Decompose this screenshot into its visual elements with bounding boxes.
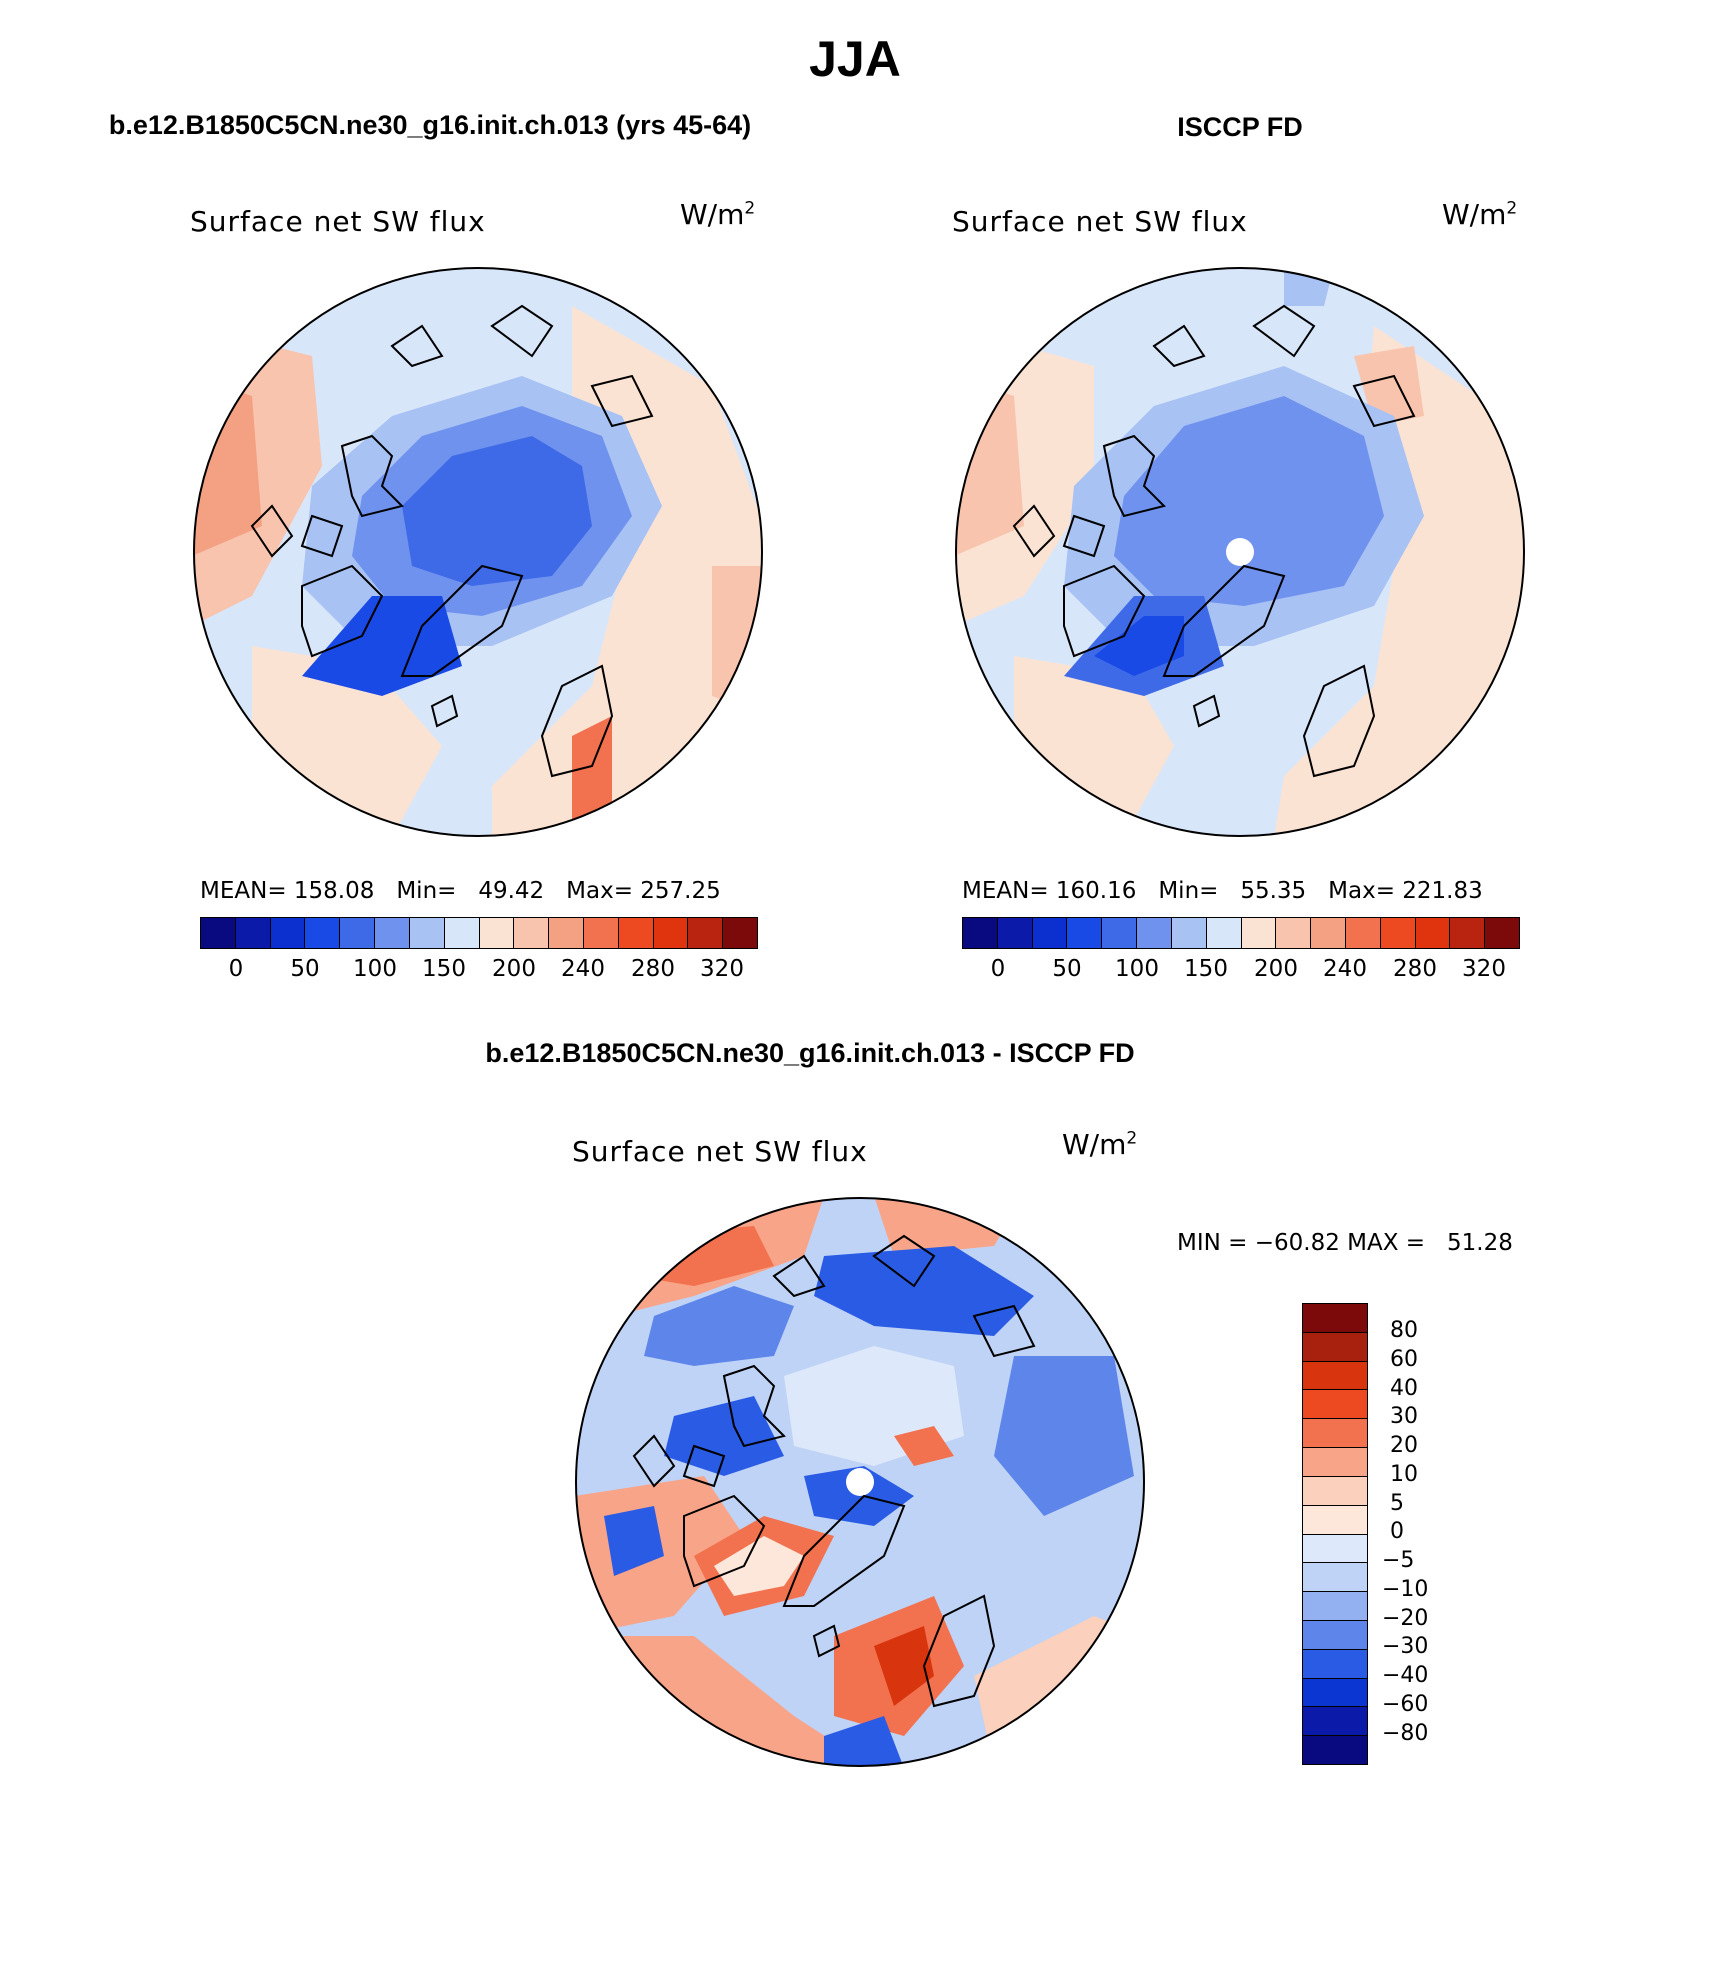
main-title: JJA bbox=[809, 31, 901, 87]
plot-title-diff: Surface net SW flux bbox=[572, 1135, 868, 1168]
colorbar-swatch bbox=[1345, 918, 1381, 948]
colorbar-tick: 20 bbox=[1390, 1433, 1418, 1458]
colorbar-tick: −20 bbox=[1382, 1606, 1429, 1631]
plot-title-right: Surface net SW flux bbox=[952, 205, 1248, 238]
colorbar-swatch bbox=[963, 918, 998, 948]
colorbar-swatch bbox=[653, 918, 689, 948]
colorbar-swatch bbox=[1303, 1419, 1367, 1449]
colorbar-swatch bbox=[583, 918, 619, 948]
colorbar-swatch bbox=[1303, 1448, 1367, 1477]
polar-map-model bbox=[193, 267, 763, 837]
colorbar-swatch bbox=[1303, 1592, 1367, 1621]
colorbar-tick: 320 bbox=[700, 956, 744, 982]
model-header: b.e12.B1850C5CN.ne30_g16.init.ch.013 (yr… bbox=[108, 110, 752, 140]
units-right: W/m2 bbox=[1442, 198, 1518, 231]
colorbar-swatch bbox=[1171, 918, 1207, 948]
colorbar-swatch bbox=[235, 918, 271, 948]
colorbar-swatch bbox=[1067, 918, 1103, 948]
colorbar-swatch bbox=[1276, 918, 1312, 948]
colorbar-swatch bbox=[270, 918, 306, 948]
colorbar-tick: 50 bbox=[290, 956, 320, 982]
colorbar-tick: 200 bbox=[492, 956, 536, 982]
colorbar-swatch bbox=[1102, 918, 1138, 948]
colorbar-swatch bbox=[201, 918, 236, 948]
colorbar-tick: 280 bbox=[631, 956, 675, 982]
colorbar-swatch bbox=[1303, 1505, 1367, 1535]
stats-right: MEAN= 160.16 Min= 55.35 Max= 221.83 bbox=[962, 878, 1483, 904]
colorbar-swatch bbox=[1206, 918, 1242, 948]
colorbar-tick: 0 bbox=[228, 956, 244, 982]
colorbar-tick: −30 bbox=[1382, 1634, 1429, 1659]
colorbar-swatch bbox=[1303, 1649, 1367, 1679]
colorbar-swatch bbox=[997, 918, 1033, 948]
colorbar-tick: 0 bbox=[1390, 1519, 1404, 1544]
colorbar-swatch bbox=[549, 918, 584, 948]
colorbar-swatch bbox=[340, 918, 376, 948]
polar-map-obs bbox=[955, 267, 1525, 837]
colorbar-tick: 0 bbox=[990, 956, 1006, 982]
colorbar-swatch bbox=[444, 918, 480, 948]
colorbar-tick: 200 bbox=[1254, 956, 1298, 982]
colorbar-tick: −40 bbox=[1382, 1663, 1429, 1688]
colorbar-tick: −10 bbox=[1382, 1577, 1429, 1602]
colorbar-swatch bbox=[1241, 918, 1277, 948]
colorbar-tick: 50 bbox=[1052, 956, 1082, 982]
colorbar-swatch bbox=[409, 918, 445, 948]
units-left: W/m2 bbox=[680, 198, 756, 231]
colorbar-tick: 150 bbox=[422, 956, 466, 982]
colorbar-tick: 100 bbox=[353, 956, 397, 982]
colorbar-swatch bbox=[688, 918, 724, 948]
colorbar-tick: 100 bbox=[1115, 956, 1159, 982]
stats-left: MEAN= 158.08 Min= 49.42 Max= 257.25 bbox=[200, 878, 721, 904]
colorbar-tick: −80 bbox=[1382, 1721, 1429, 1746]
colorbar-swatch bbox=[1303, 1390, 1367, 1420]
colorbar-tick: 10 bbox=[1390, 1462, 1418, 1487]
colorbar-swatch bbox=[1415, 918, 1451, 948]
colorbar-swatch bbox=[1303, 1620, 1367, 1650]
colorbar-tick: 240 bbox=[1323, 956, 1367, 982]
colorbar-swatch bbox=[1311, 918, 1346, 948]
colorbar-swatch bbox=[1032, 918, 1068, 948]
colorbar-swatch bbox=[479, 918, 515, 948]
colorbar-swatch bbox=[514, 918, 550, 948]
colorbar-swatch bbox=[1485, 918, 1519, 948]
colorbar-swatch bbox=[1303, 1534, 1367, 1564]
colorbar-swatch bbox=[1303, 1707, 1367, 1737]
colorbar-tick: 60 bbox=[1390, 1347, 1418, 1372]
colorbar-tick: −5 bbox=[1382, 1548, 1415, 1573]
colorbar-tick: 150 bbox=[1184, 956, 1228, 982]
colorbar-swatch bbox=[1137, 918, 1172, 948]
plot-title-left: Surface net SW flux bbox=[190, 205, 486, 238]
polar-map-difference bbox=[575, 1197, 1145, 1767]
units-diff: W/m2 bbox=[1062, 1128, 1138, 1161]
colorbar-swatch bbox=[1303, 1361, 1367, 1391]
colorbar-swatch bbox=[305, 918, 341, 948]
colorbar-swatch bbox=[1303, 1476, 1367, 1506]
colorbar-swatch bbox=[723, 918, 757, 948]
minmax-diff: MIN = −60.82 MAX = 51.28 bbox=[1177, 1230, 1513, 1256]
colorbar-tick: 30 bbox=[1390, 1404, 1418, 1429]
difference-header: b.e12.B1850C5CN.ne30_g16.init.ch.013 - I… bbox=[485, 1038, 1135, 1068]
colorbar-swatch bbox=[1303, 1304, 1367, 1333]
colorbar-swatch bbox=[1303, 1563, 1367, 1593]
colorbar-swatch bbox=[1450, 918, 1486, 948]
colorbar-difference bbox=[1302, 1303, 1368, 1765]
colorbar-right bbox=[962, 917, 1520, 949]
colorbar-swatch bbox=[1380, 918, 1416, 948]
colorbar-swatch bbox=[1303, 1332, 1367, 1362]
colorbar-swatch bbox=[375, 918, 410, 948]
colorbar-swatch bbox=[618, 918, 654, 948]
colorbar-tick: 320 bbox=[1462, 956, 1506, 982]
obs-header: ISCCP FD bbox=[1177, 112, 1303, 142]
colorbar-swatch bbox=[1303, 1736, 1367, 1764]
colorbar-left bbox=[200, 917, 758, 949]
colorbar-tick: −60 bbox=[1382, 1692, 1429, 1717]
colorbar-tick: 80 bbox=[1390, 1318, 1418, 1343]
colorbar-tick: 280 bbox=[1393, 956, 1437, 982]
colorbar-tick: 40 bbox=[1390, 1376, 1418, 1401]
colorbar-tick: 240 bbox=[561, 956, 605, 982]
colorbar-swatch bbox=[1303, 1678, 1367, 1708]
colorbar-tick: 5 bbox=[1390, 1491, 1404, 1516]
